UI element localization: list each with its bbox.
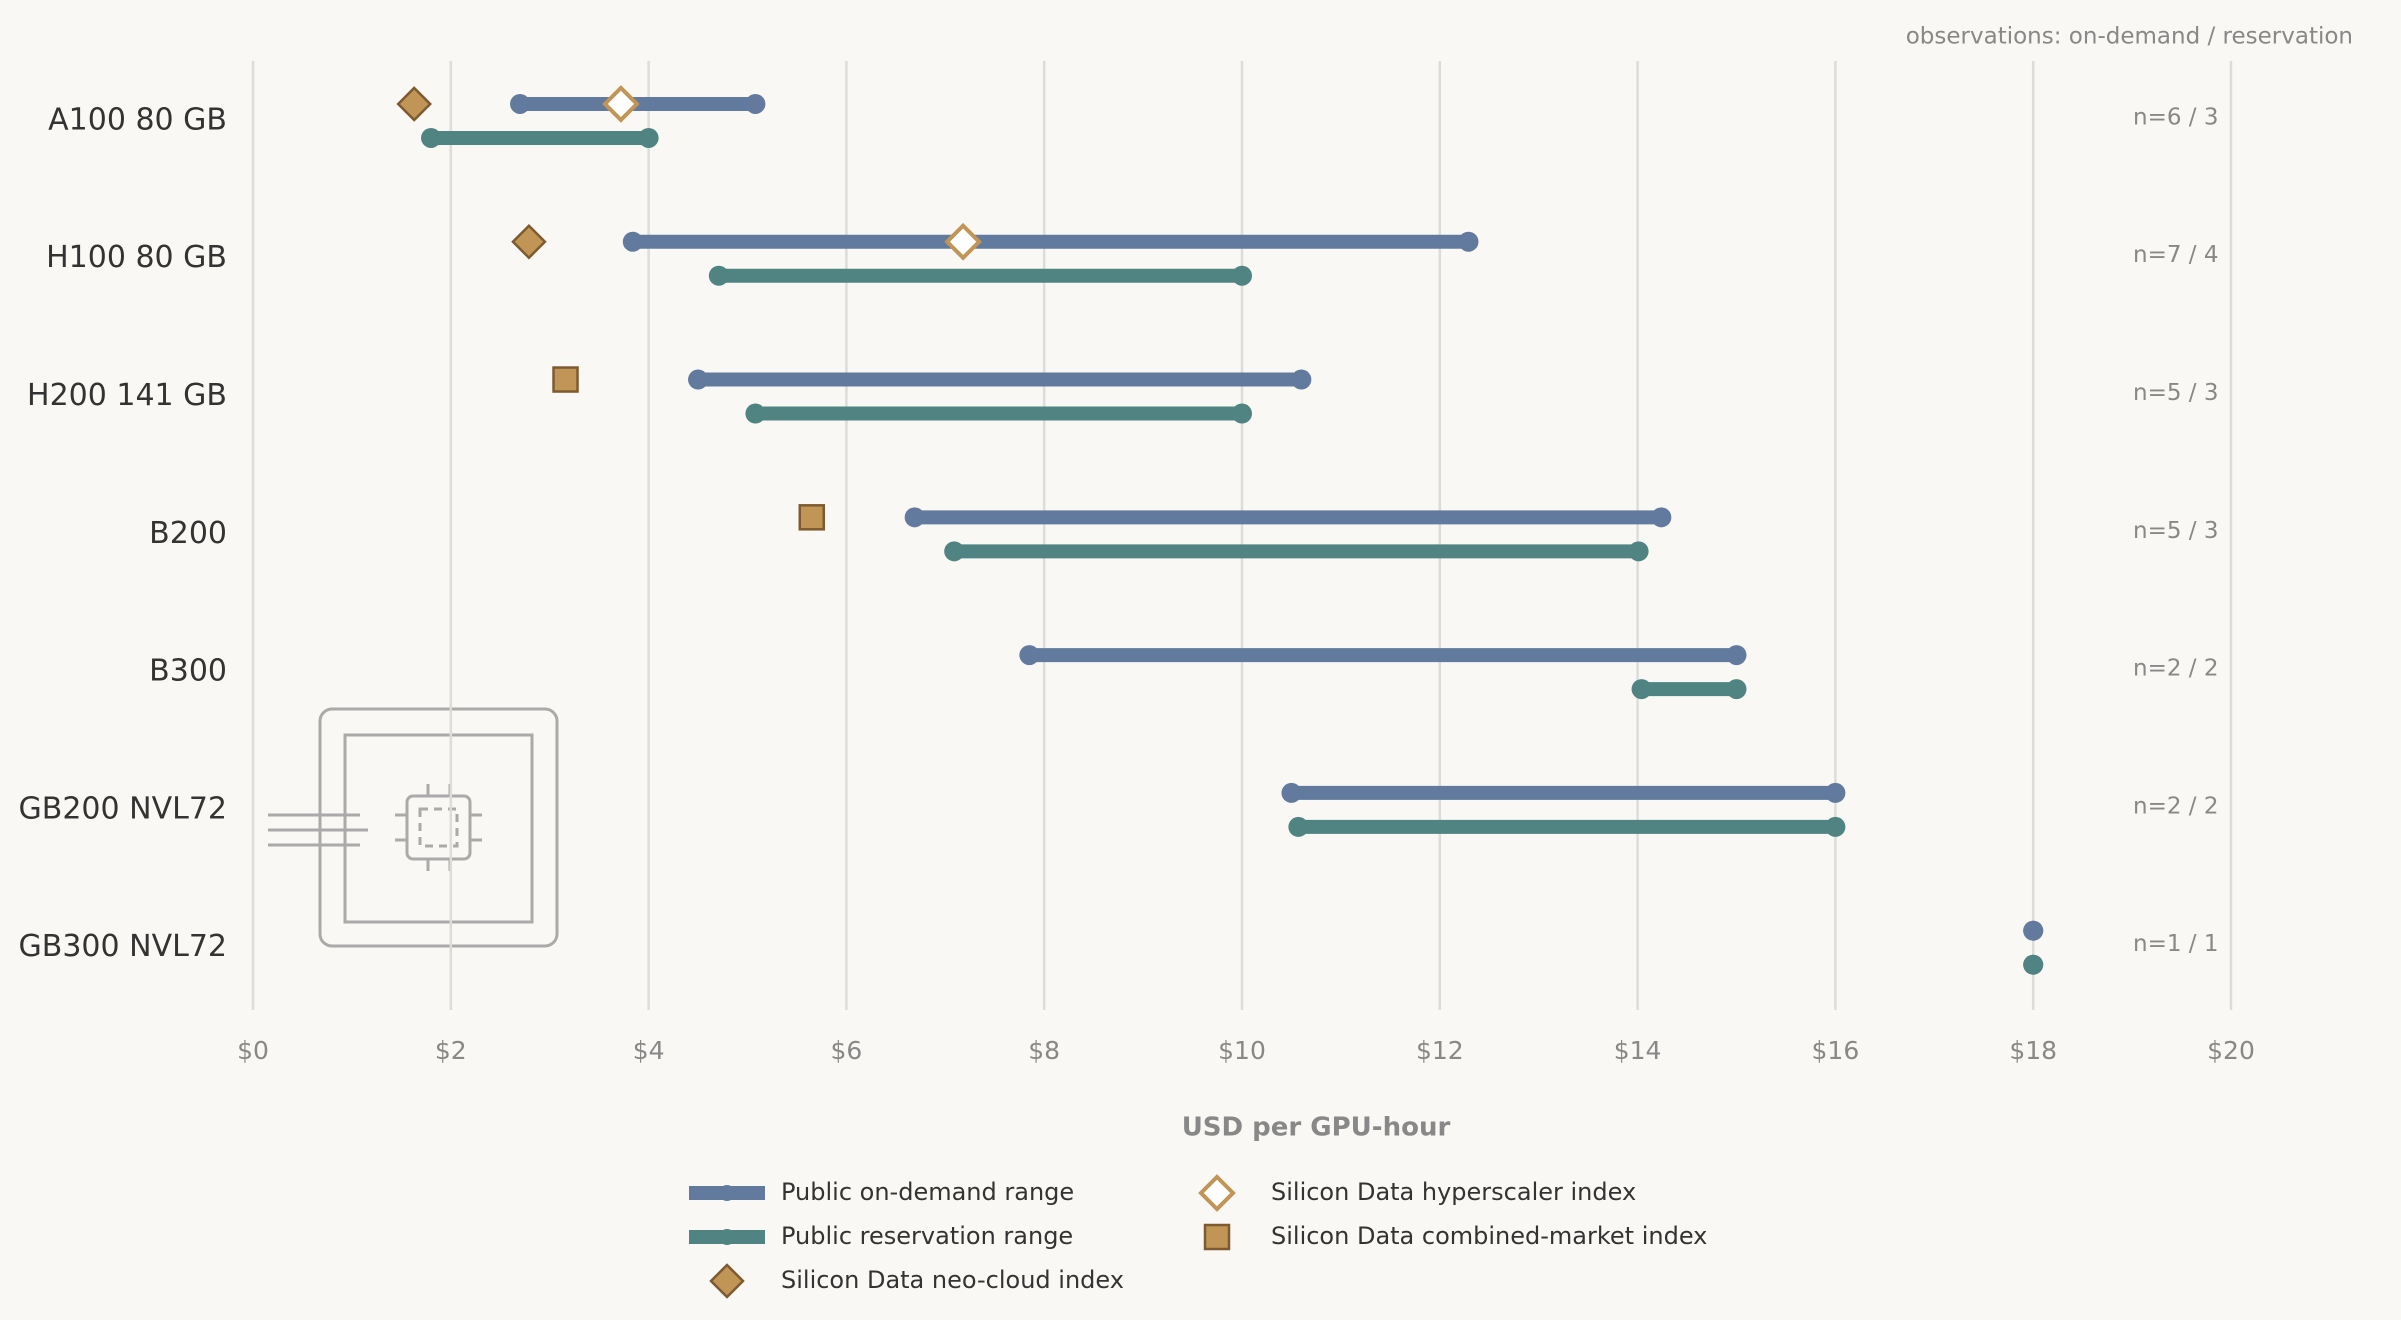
range-high — [1726, 645, 1747, 666]
category-label: B300 — [149, 654, 227, 689]
legend-swatch-dot — [719, 1229, 735, 1245]
category-label: H100 80 GB — [46, 240, 227, 275]
index-marker — [602, 85, 640, 123]
count-label: n=2 / 2 — [2133, 656, 2219, 682]
range-high — [2023, 920, 2044, 941]
legend-label: Silicon Data combined-market index — [1271, 1222, 1707, 1250]
range-high — [1825, 782, 1846, 803]
x-axis-title: USD per GPU-hour — [1182, 1113, 1451, 1143]
range-high — [638, 127, 659, 148]
legend-label: Silicon Data neo-cloud index — [781, 1266, 1124, 1294]
category-label: H200 141 GB — [27, 378, 227, 413]
count-label: n=1 / 1 — [2133, 931, 2219, 957]
category-label: GB200 NVL72 — [19, 791, 227, 826]
index-marker — [944, 222, 982, 261]
count-label: n=5 / 3 — [2133, 518, 2219, 544]
legend-label: Silicon Data hyperscaler index — [1271, 1178, 1636, 1206]
range-low — [1631, 679, 1652, 700]
range-low — [688, 369, 709, 390]
count-label: n=6 / 3 — [2133, 104, 2219, 130]
range-low — [1281, 782, 1302, 803]
x-tick-label: $2 — [435, 1036, 467, 1065]
legend-swatch — [1203, 1223, 1231, 1251]
x-tick-label: $6 — [830, 1036, 862, 1065]
note: observations: on-demand / reservation — [1906, 24, 2353, 50]
count-label: n=2 / 2 — [2133, 793, 2219, 819]
range-low — [1288, 816, 1309, 837]
range-high — [1291, 369, 1312, 390]
x-tick-label: $20 — [2207, 1036, 2255, 1065]
count-label: n=7 / 4 — [2133, 242, 2219, 268]
legend-swatch-dot — [719, 1185, 735, 1201]
chip-icon — [268, 707, 559, 948]
range-low — [421, 127, 442, 148]
index-marker — [511, 223, 547, 260]
count-label: n=5 / 3 — [2133, 380, 2219, 406]
range-low — [622, 231, 643, 252]
index-marker — [798, 504, 826, 531]
x-tick-label: $16 — [1812, 1036, 1860, 1065]
legend-swatch — [1198, 1174, 1236, 1212]
x-tick-label: $14 — [1614, 1036, 1662, 1065]
x-tick-label: $12 — [1416, 1036, 1464, 1065]
range-low — [1019, 645, 1040, 666]
range-high — [1232, 403, 1252, 424]
range-high — [1628, 541, 1649, 562]
x-tick-label: $8 — [1028, 1036, 1060, 1065]
legend-label: Public reservation range — [781, 1222, 1073, 1250]
legend-swatch — [709, 1263, 745, 1299]
range-high — [1651, 507, 1672, 528]
range-high — [745, 93, 766, 114]
range-high — [2023, 954, 2044, 975]
category-label: B200 — [149, 516, 227, 551]
range-low — [510, 93, 531, 114]
index-marker — [552, 366, 579, 393]
range-high — [1726, 679, 1747, 700]
category-label: GB300 NVL72 — [19, 929, 227, 964]
legend-label: Public on-demand range — [781, 1178, 1074, 1206]
range-low — [904, 507, 925, 528]
x-tick-label: $18 — [2009, 1036, 2057, 1065]
x-tick-label: $0 — [237, 1036, 269, 1065]
range-low — [745, 403, 766, 424]
range-high — [1232, 265, 1252, 286]
range-low — [708, 265, 729, 286]
range-low — [944, 541, 965, 562]
category-label: A100 80 GB — [48, 102, 227, 137]
range-high — [1458, 231, 1479, 252]
range-high — [1825, 816, 1846, 837]
x-tick-label: $4 — [633, 1036, 665, 1065]
x-tick-label: $10 — [1218, 1036, 1266, 1065]
index-marker — [396, 86, 432, 122]
